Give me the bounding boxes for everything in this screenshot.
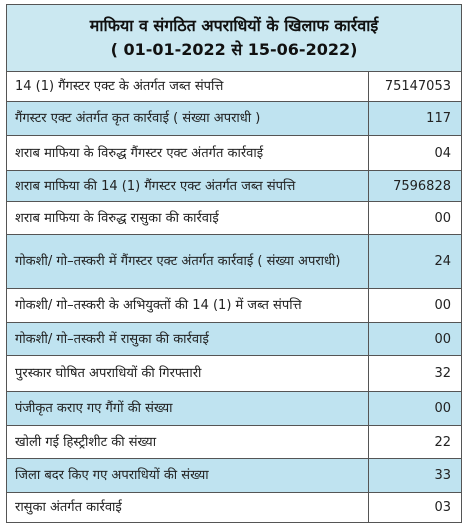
table-row: शराब माफिया के विरुद्ध रासुका की कार्रवा… <box>7 202 461 235</box>
row-value: 33 <box>434 468 451 483</box>
row-value: 00 <box>434 401 451 416</box>
row-label: गोकशी/ गो–तस्करी में रासुका की कार्रवाई <box>7 323 369 355</box>
row-label: 14 (1) गैंगस्टर एक्ट के अंतर्गत जब्त संप… <box>7 72 369 101</box>
row-label: गोकशी/ गो–तस्करी में गैंगस्टर एक्ट अंतर्… <box>7 235 369 288</box>
table-row: गोकशी/ गो–तस्करी में गैंगस्टर एक्ट अंतर्… <box>7 235 461 289</box>
table-row: खोली गई हिस्ट्रीशीट की संख्या 22 <box>7 426 461 459</box>
row-label: जिला बदर किए गए अपराधियों की संख्या <box>7 459 369 492</box>
row-value: 22 <box>434 434 451 450</box>
row-value: 00 <box>434 298 451 313</box>
table-row: शराब माफिया के विरुद्ध गैंगस्टर एक्ट अंत… <box>7 136 461 171</box>
table-row: गोकशी/ गो–तस्करी में रासुका की कार्रवाई 0… <box>7 323 461 356</box>
row-value: 32 <box>434 366 451 381</box>
table-row: गोकशी/ गो–तस्करी के अभियुक्तों की 14 (1)… <box>7 289 461 323</box>
table-row: जिला बदर किए गए अपराधियों की संख्या 33 <box>7 459 461 493</box>
table-row: रासुका अंतर्गत कार्रवाई 03 <box>7 493 461 522</box>
row-label: शराब माफिया की 14 (1) गैंगस्टर एक्ट अंतर… <box>7 171 369 201</box>
row-value: 7596828 <box>393 178 451 194</box>
row-label: गैंगस्टर एक्ट अंतर्गत कृत कार्रवाई ( संख… <box>7 102 369 135</box>
row-value: 24 <box>434 254 451 269</box>
row-value: 00 <box>434 331 451 347</box>
row-label: पंजीकृत कराए गए गैंगों की संख्या <box>7 392 369 425</box>
table-row: शराब माफिया की 14 (1) गैंगस्टर एक्ट अंतर… <box>7 171 461 202</box>
row-value: 117 <box>426 111 451 126</box>
table-row: गैंगस्टर एक्ट अंतर्गत कृत कार्रवाई ( संख… <box>7 102 461 136</box>
row-label: पुरस्कार घोषित अपराधियों की गिरफ्तारी <box>7 356 369 391</box>
header: माफिया व संगठित अपराधियों के खिलाफ कार्र… <box>7 5 461 72</box>
table-row: 14 (1) गैंगस्टर एक्ट के अंतर्गत जब्त संप… <box>7 72 461 102</box>
table-row: पंजीकृत कराए गए गैंगों की संख्या 00 <box>7 392 461 426</box>
row-label: शराब माफिया के विरुद्ध गैंगस्टर एक्ट अंत… <box>7 136 369 170</box>
row-value: 00 <box>434 210 451 226</box>
row-label: गोकशी/ गो–तस्करी के अभियुक्तों की 14 (1)… <box>7 289 369 322</box>
title: माफिया व संगठित अपराधियों के खिलाफ कार्र… <box>89 16 379 35</box>
table: माफिया व संगठित अपराधियों के खिलाफ कार्र… <box>6 4 462 523</box>
row-label: शराब माफिया के विरुद्ध रासुका की कार्रवा… <box>7 202 369 234</box>
row-value: 03 <box>434 500 451 515</box>
subtitle: ( 01-01-2022 से 15-06-2022) <box>110 40 358 59</box>
row-value: 75147053 <box>384 79 451 94</box>
table-row: पुरस्कार घोषित अपराधियों की गिरफ्तारी 32 <box>7 356 461 392</box>
row-label: रासुका अंतर्गत कार्रवाई <box>7 493 369 522</box>
row-value: 04 <box>434 145 451 161</box>
table-body: 14 (1) गैंगस्टर एक्ट के अंतर्गत जब्त संप… <box>7 72 461 522</box>
row-label: खोली गई हिस्ट्रीशीट की संख्या <box>7 426 369 458</box>
